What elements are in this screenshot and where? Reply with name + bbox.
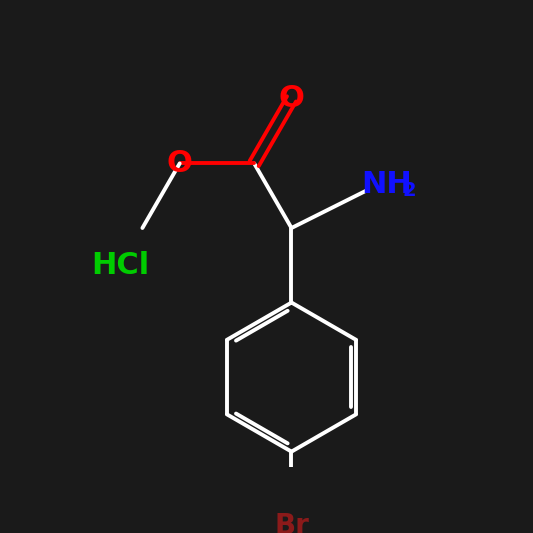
Text: NH: NH [361,170,413,199]
Text: HCl: HCl [91,251,149,280]
Text: O: O [279,84,304,114]
Text: O: O [167,149,192,178]
Text: 2: 2 [403,181,416,200]
Text: Br: Br [274,512,309,533]
